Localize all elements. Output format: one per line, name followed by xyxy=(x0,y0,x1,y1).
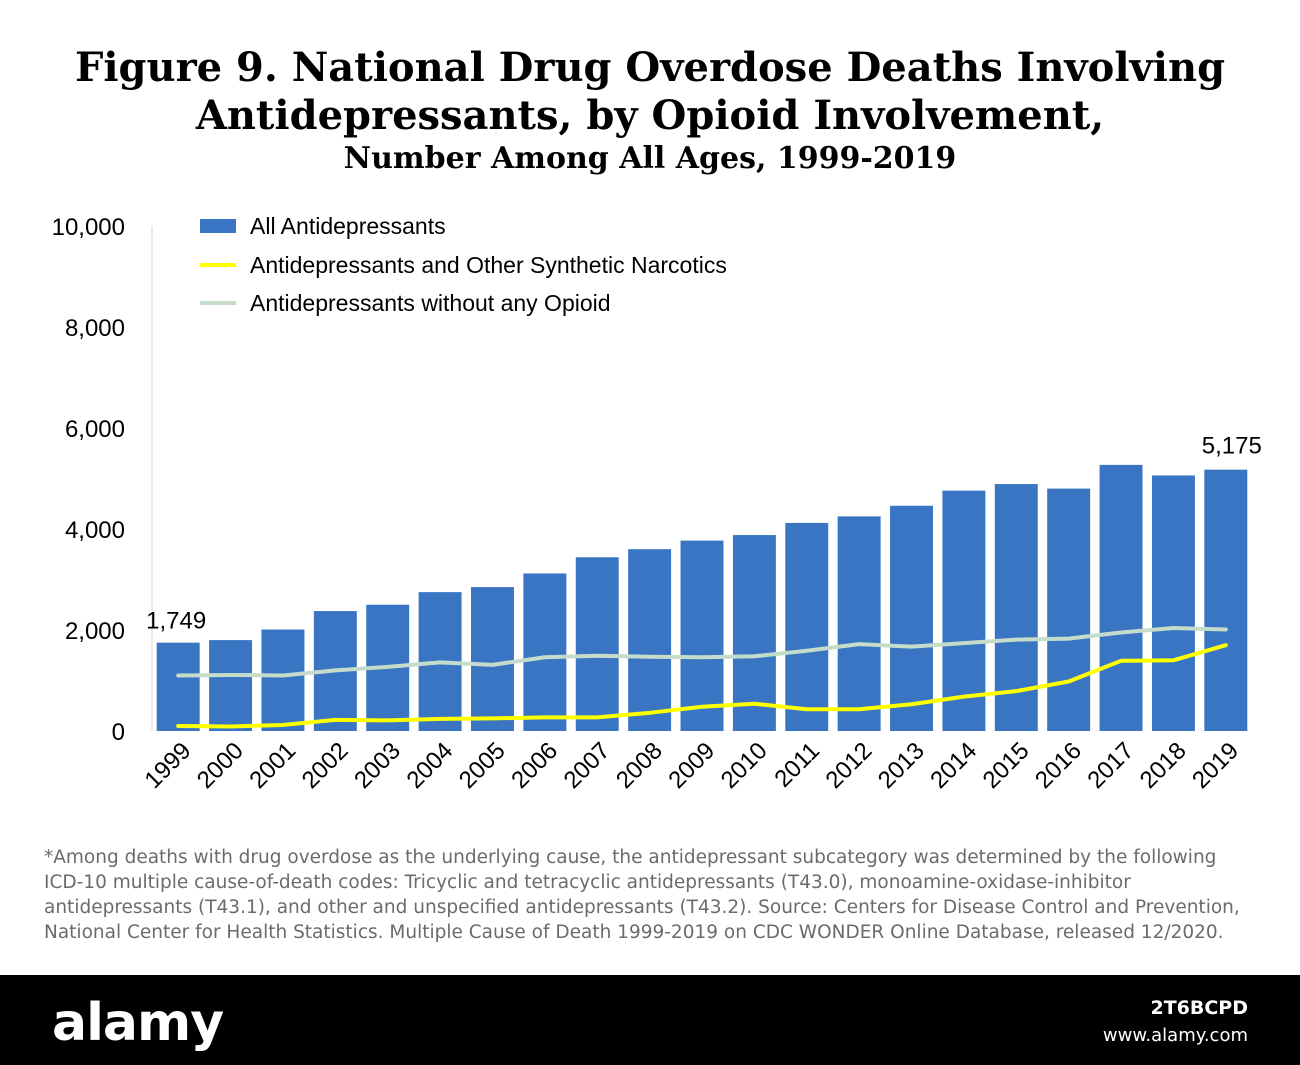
y-tick-label: 6,000 xyxy=(65,416,125,443)
x-tick-label: 2018 xyxy=(1135,737,1192,794)
legend-swatch-bars xyxy=(200,219,236,233)
bar-2009 xyxy=(680,540,724,731)
line-series xyxy=(176,625,1228,729)
bar-2013 xyxy=(890,505,933,731)
y-tick-label: 0 xyxy=(112,719,125,746)
x-tick-label: 2014 xyxy=(925,737,982,794)
x-tick-label: 2008 xyxy=(611,737,668,794)
x-tick-label: 2013 xyxy=(873,737,930,794)
x-tick-label: 2003 xyxy=(349,737,406,794)
x-tick-label: 2012 xyxy=(821,737,878,794)
y-tick-label: 10,000 xyxy=(52,214,125,241)
bar-series xyxy=(156,464,1248,731)
bar-2005 xyxy=(471,587,514,731)
chart-area: 0 2,000 4,000 6,000 8,000 10,000 1,749 5,175 1… xyxy=(52,213,1262,794)
y-tick-label: 4,000 xyxy=(65,517,125,544)
x-tick-label: 1999 xyxy=(140,737,197,794)
bar-1999 xyxy=(156,642,200,731)
bar-2000 xyxy=(209,640,253,731)
x-tick-label: 2019 xyxy=(1187,737,1244,794)
legend-label: Antidepressants without any Opioid xyxy=(250,290,611,316)
x-tick-label: 2004 xyxy=(401,737,458,794)
legend: All Antidepressants Antidepressants and O… xyxy=(200,213,727,316)
bar-2019 xyxy=(1204,469,1248,731)
brand-logo: alamy xyxy=(52,993,224,1053)
bar-2011 xyxy=(785,522,829,731)
bar-2018 xyxy=(1151,475,1195,731)
bar-2017 xyxy=(1099,464,1143,731)
bar-2014 xyxy=(942,490,986,731)
bar-2016 xyxy=(1047,488,1091,731)
x-axis: 1999200020012002200320042005200620072008… xyxy=(140,737,1244,794)
x-tick-label: 2010 xyxy=(716,737,773,794)
watermark-footer: alamy 2T6BCPD www.alamy.com xyxy=(0,975,1300,1065)
x-tick-label: 2001 xyxy=(244,737,301,794)
bar-2007 xyxy=(575,557,619,731)
y-axis: 0 2,000 4,000 6,000 8,000 10,000 xyxy=(52,214,153,746)
x-tick-label: 2016 xyxy=(1030,737,1087,794)
x-tick-label: 2006 xyxy=(506,737,563,794)
chart-title: Figure 9. National Drug Overdose Deaths … xyxy=(74,44,1226,91)
x-tick-label: 2005 xyxy=(454,737,511,794)
x-tick-label: 2009 xyxy=(663,737,720,794)
x-tick-label: 2002 xyxy=(297,737,354,794)
bar-2001 xyxy=(261,629,305,731)
narcotics-line xyxy=(176,643,1228,729)
no-opioid-line xyxy=(176,625,1228,678)
bar-2010 xyxy=(732,535,776,731)
x-tick-label: 2017 xyxy=(1082,737,1139,794)
source-note: *Among deaths with drug overdose as the … xyxy=(44,847,1240,943)
y-tick-label: 8,000 xyxy=(65,315,125,342)
x-tick-label: 2000 xyxy=(192,737,249,794)
bar-2006 xyxy=(523,573,567,731)
bar-2012 xyxy=(837,516,881,731)
chart-subtitle: Number Among All Ages, 1999-2019 xyxy=(343,141,957,176)
image-id: 2T6BCPD xyxy=(1150,997,1248,1019)
y-tick-label: 2,000 xyxy=(65,618,125,645)
data-label: 1,749 xyxy=(146,608,206,635)
x-tick-label: 2011 xyxy=(769,737,825,793)
data-label: 5,175 xyxy=(1202,433,1262,460)
bar-2008 xyxy=(628,549,672,731)
legend-label: Antidepressants and Other Synthetic Narc… xyxy=(250,252,727,278)
data-labels: 1,749 5,175 xyxy=(146,433,1262,635)
chart-title-line2: Antidepressants, by Opioid Involvement, xyxy=(195,92,1105,139)
x-tick-label: 2015 xyxy=(978,737,1035,794)
legend-label: All Antidepressants xyxy=(250,213,446,239)
footer-url: www.alamy.com xyxy=(1102,1025,1248,1046)
x-tick-label: 2007 xyxy=(559,737,616,794)
